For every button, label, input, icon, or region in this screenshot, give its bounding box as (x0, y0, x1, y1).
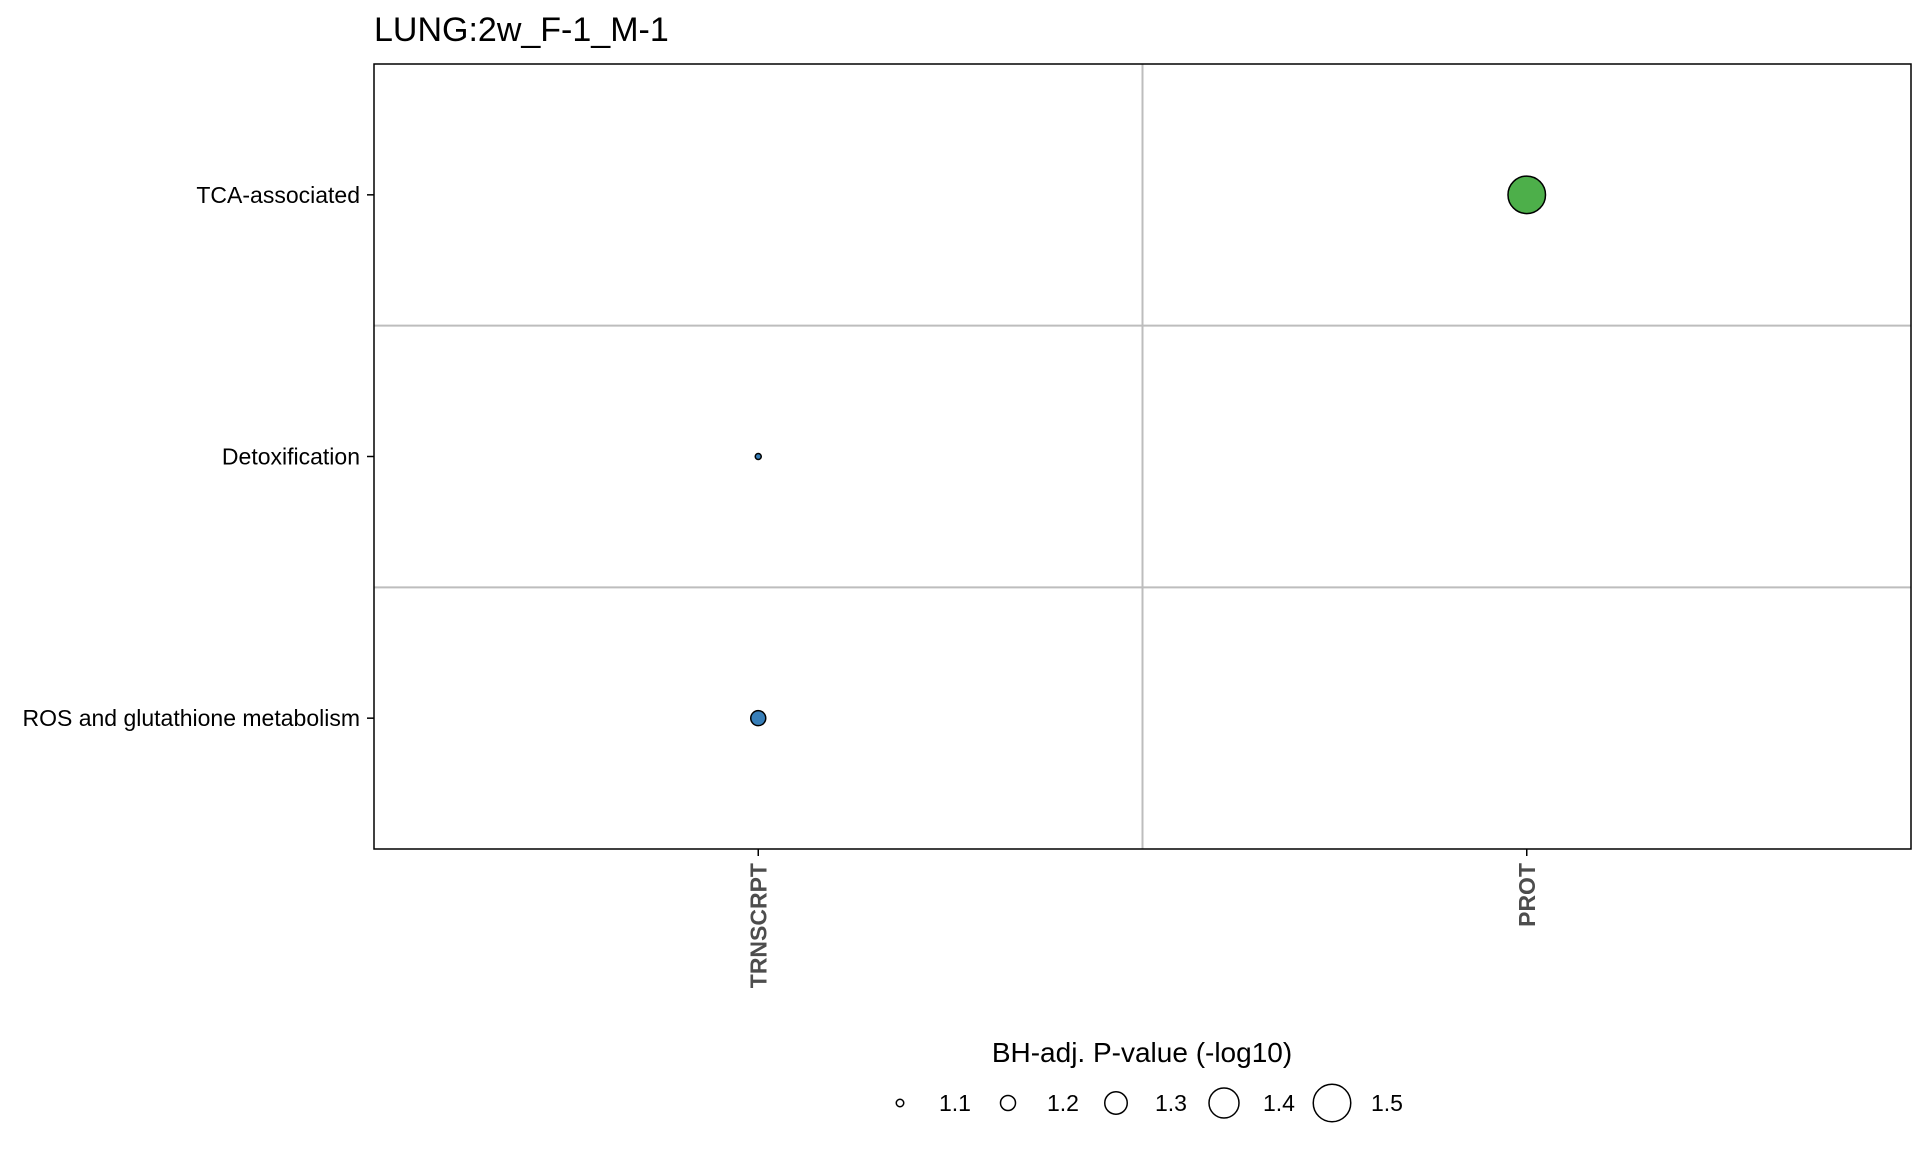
data-point (754, 452, 762, 461)
legend-label: 1.5 (1371, 1090, 1403, 1116)
legend-size-key (1104, 1091, 1128, 1115)
x-axis: TRNSCRPT PROT (745, 849, 1540, 988)
y-tick-label: Detoxification (222, 444, 360, 470)
data-point (1507, 175, 1547, 215)
y-tick-label: ROS and glutathione metabolism (22, 705, 360, 731)
legend-size-key (895, 1098, 905, 1108)
data-points (750, 175, 1547, 727)
size-legend: 1.1 1.2 1.3 1.4 1.5 (895, 1083, 1403, 1123)
grid-lines (374, 64, 1911, 849)
legend-label: 1.3 (1155, 1090, 1187, 1116)
data-point (750, 709, 767, 727)
legend-size-key (1208, 1087, 1240, 1119)
legend-label: 1.2 (1047, 1090, 1079, 1116)
x-tick-label: TRNSCRPT (745, 863, 771, 988)
legend-label: 1.1 (939, 1090, 971, 1116)
legend-label: 1.4 (1263, 1090, 1295, 1116)
x-tick-label: PROT (1514, 863, 1540, 927)
chart-title: LUNG:2w_F-1_M-1 (374, 11, 669, 49)
legend-size-key (1312, 1083, 1352, 1123)
legend-size-key (999, 1094, 1017, 1112)
legend-title: BH-adj. P-value (-log10) (992, 1037, 1292, 1068)
y-tick-label: TCA-associated (196, 182, 360, 208)
y-axis: TCA-associated Detoxification ROS and glut… (22, 182, 374, 731)
